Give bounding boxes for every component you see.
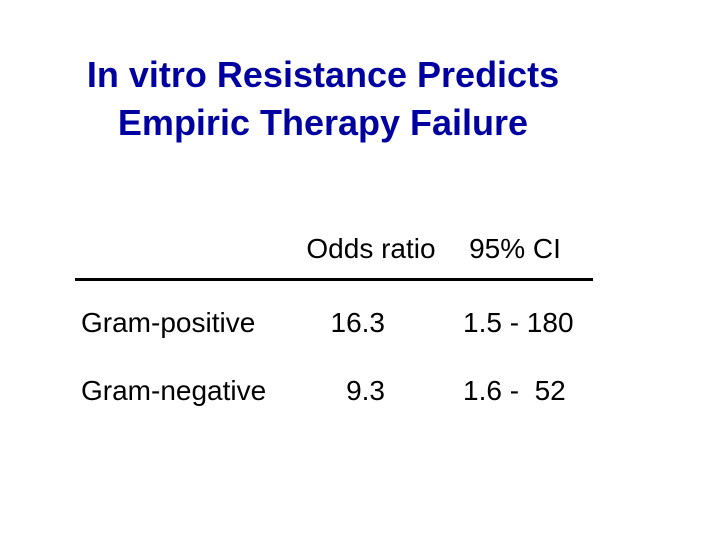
- table-header-ci: 95% CI: [469, 233, 561, 264]
- table-row: Gram-positive 16.3 1.5 - 180: [75, 308, 593, 338]
- row-label: Gram-negative: [81, 375, 267, 406]
- table-row: Gram-negative 9.3 1.6 - 52: [75, 376, 593, 406]
- row-odds-ratio: 9.3: [346, 375, 385, 406]
- row-label: Gram-positive: [81, 307, 256, 338]
- table-header-divider: [75, 278, 593, 281]
- row-ci: 1.5 - 180: [463, 307, 574, 338]
- slide-title-line2: Empiric Therapy Failure: [117, 102, 529, 144]
- slide-title: In vitro Resistance Predicts Empiric The…: [30, 51, 616, 147]
- table-header-spacer: [75, 234, 305, 264]
- row-ci: 1.6 - 52: [463, 375, 566, 406]
- table-header-row: Odds ratio 95% CI: [75, 234, 593, 264]
- table-header-odds-ratio: Odds ratio: [306, 233, 436, 264]
- row-odds-ratio: 16.3: [330, 307, 386, 338]
- slide-title-line1: In vitro Resistance Predicts: [86, 54, 560, 96]
